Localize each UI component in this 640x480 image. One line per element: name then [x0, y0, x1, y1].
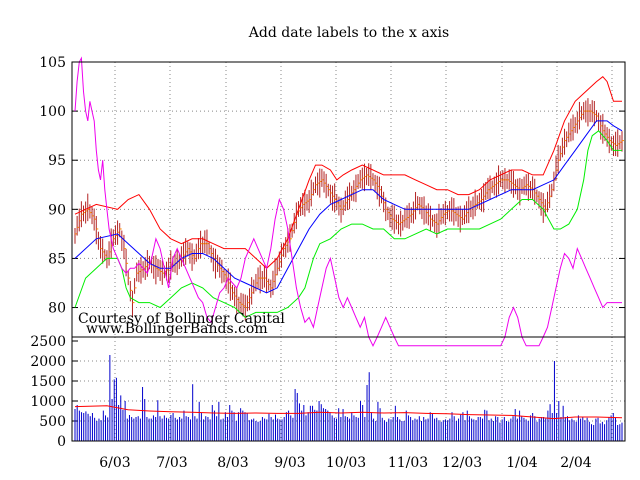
price-bars	[74, 98, 624, 321]
volume-y-tick-label: 1000	[30, 394, 66, 410]
price-y-tick-label: 100	[39, 104, 66, 120]
volume-panel-frame	[71, 336, 626, 442]
price-y-tick-label: 90	[48, 202, 66, 218]
volume-average-line	[74, 405, 623, 420]
price-y-tick-label: 85	[48, 251, 66, 267]
x-axis-labels: 6/03 7/03 8/03 9/03 10/03 11/03 12/03 1/04 2/04	[99, 455, 592, 471]
volume-panel: 0 500 1000 1500 2000 2500	[30, 334, 626, 450]
upper-band-line	[74, 76, 622, 269]
x-tick-label: 6/03	[99, 455, 130, 471]
x-tick-label: 11/03	[388, 455, 428, 471]
volume-y-tick-label: 500	[39, 414, 66, 430]
price-y-axis: 80 85 90 95 100 105	[39, 55, 625, 317]
volume-y-axis: 0 500 1000 1500 2000 2500	[30, 334, 78, 450]
annotation-website: www.BollingerBands.com	[86, 321, 268, 337]
price-y-tick-label: 80	[48, 301, 66, 317]
x-tick-label: 10/03	[326, 455, 366, 471]
x-tick-label: 9/03	[274, 455, 305, 471]
volume-gridlines	[72, 337, 625, 441]
x-tick-label: 7/03	[156, 455, 187, 471]
x-tick-label: 8/03	[217, 455, 248, 471]
volume-y-tick-label: 2500	[30, 334, 66, 350]
middle-band-line	[74, 120, 623, 294]
volume-y-tick-label: 1500	[30, 374, 66, 390]
price-y-tick-label: 105	[39, 55, 66, 71]
price-panel: 80 85 90 95 100 105 Courtesy of Bollinger Cap…	[39, 55, 626, 347]
indicator-line	[74, 56, 622, 347]
annotation-courtesy: Courtesy of Bollinger Capital	[78, 311, 285, 327]
volume-y-tick-label: 2000	[30, 354, 66, 370]
price-y-tick-label: 95	[48, 153, 66, 169]
x-tick-label: 1/04	[506, 455, 538, 471]
x-tick-label: 12/03	[442, 455, 482, 471]
chart-title: Add date labels to the x axis	[248, 25, 449, 41]
volume-y-tick-label: 0	[57, 434, 66, 450]
lower-band-line	[74, 130, 622, 318]
x-tick-label: 2/04	[560, 455, 592, 471]
volume-bars	[74, 355, 623, 441]
